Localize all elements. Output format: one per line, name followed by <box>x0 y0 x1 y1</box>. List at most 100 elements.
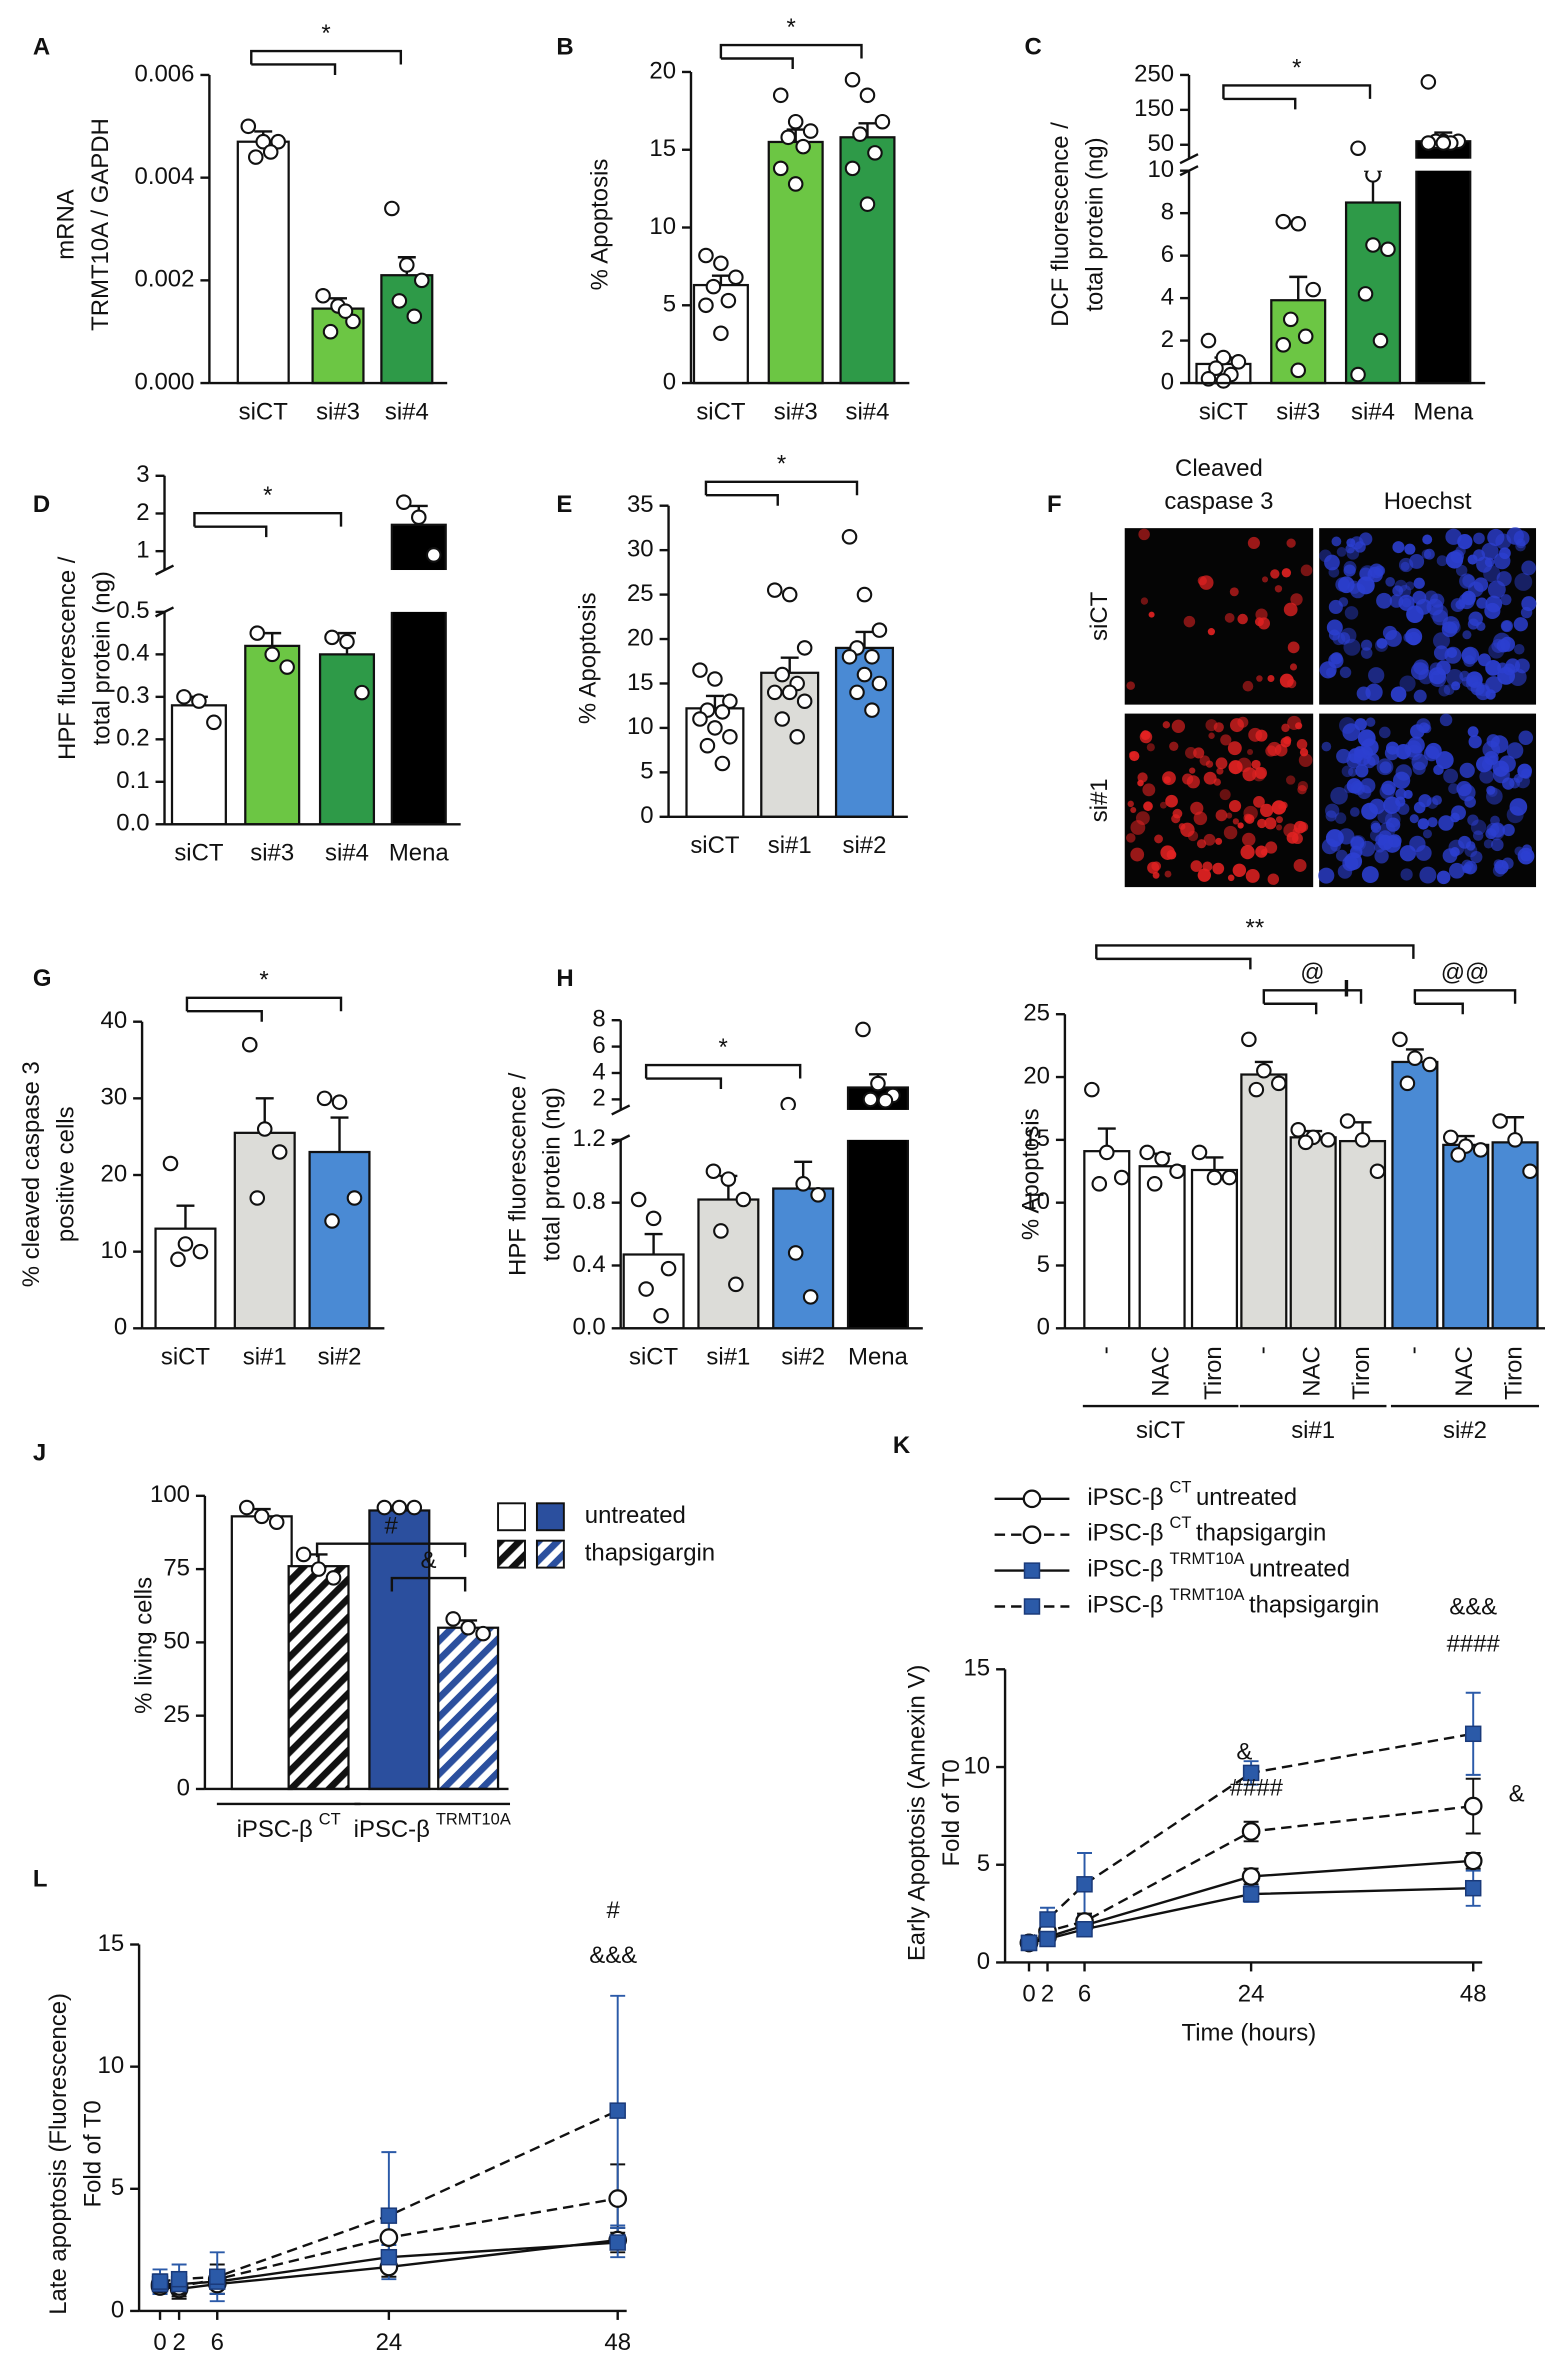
data-point <box>279 659 295 675</box>
data-point <box>1420 135 1437 151</box>
cell-stain <box>1285 775 1296 785</box>
legend-label: thapsigargin <box>585 1539 715 1566</box>
cell-stain <box>1227 874 1235 882</box>
x-tick-label: 2 <box>172 2329 185 2353</box>
significance-label: ** <box>1246 914 1265 941</box>
bar <box>287 1565 350 1791</box>
legend-label-extra: thapsigargin <box>1196 1520 1326 1547</box>
cell-stain <box>1476 556 1493 573</box>
cell-stain <box>1321 838 1338 855</box>
y-tick-label: 0.000 <box>135 368 195 395</box>
cell-stain <box>1470 681 1485 696</box>
y-axis-label: total protein (ng) <box>539 1087 566 1261</box>
data-point <box>270 133 286 150</box>
x-tick-label: siCT <box>629 1344 679 1371</box>
panel-letter: L <box>33 1866 48 1893</box>
y-tick-label: 15 <box>627 669 654 696</box>
significance-label: & <box>1509 1780 1525 1807</box>
y-tick-label: 0 <box>177 1774 190 1801</box>
cell-stain <box>1341 765 1354 778</box>
cell-stain <box>1370 822 1382 833</box>
y-tick-label: 25 <box>1023 1000 1050 1027</box>
cell-stain <box>1428 667 1446 685</box>
cell-stain <box>1360 639 1373 651</box>
y-tick-label: 10 <box>964 1752 991 1779</box>
y-tick-label: 20 <box>1023 1062 1050 1089</box>
cell-stain <box>1349 807 1360 817</box>
cell-stain <box>1237 822 1244 829</box>
x-tick-label: - <box>1400 1346 1427 1354</box>
data-point <box>1472 1142 1489 1158</box>
cell-stain <box>1355 764 1369 778</box>
legend-swatch <box>497 1502 526 1532</box>
legend-label: iPSC-β CT thapsigargin <box>1087 1515 1326 1547</box>
cell-stain <box>1365 683 1383 701</box>
data-point <box>239 1499 255 1516</box>
row-label: siCT <box>1086 591 1113 641</box>
y-tick-label: 100 <box>150 1481 190 1508</box>
cell-stain <box>1383 796 1401 814</box>
significance-bracket <box>251 63 337 75</box>
data-point <box>1275 337 1292 353</box>
cell-stain <box>1443 768 1459 784</box>
data-point <box>1290 1122 1306 1138</box>
panel-letter: H <box>556 965 573 992</box>
cell-stain <box>1296 739 1308 750</box>
cell-stain <box>1146 743 1155 752</box>
cell-stain <box>1228 760 1243 775</box>
cell-stain <box>1462 574 1476 588</box>
cell-stain <box>1446 669 1464 687</box>
data-point <box>1305 281 1321 298</box>
data-point <box>406 1499 423 1516</box>
cell-stain <box>1237 716 1249 728</box>
data-point <box>802 123 819 139</box>
x-tick-label: 0 <box>153 2329 166 2353</box>
cell-stain <box>1449 862 1465 879</box>
cell-stain <box>1481 542 1499 560</box>
y-tick-label: 50 <box>1147 130 1174 157</box>
cell-stain <box>1406 744 1423 761</box>
y-tick-label: 6 <box>592 1032 605 1059</box>
cell-stain <box>1486 822 1500 836</box>
cell-stain <box>1448 783 1459 794</box>
y-tick-label: 0.3 <box>116 682 149 709</box>
data-point <box>796 640 813 656</box>
y-axis-label: % Apoptosis <box>587 159 614 291</box>
data-point <box>177 1236 194 1252</box>
data-point <box>874 113 891 130</box>
data-point <box>735 1191 752 1208</box>
cell-stain <box>1520 606 1533 619</box>
cell-stain <box>1253 795 1265 808</box>
y-tick-label: 15 <box>98 1930 125 1957</box>
cell-stain <box>1347 767 1358 777</box>
cell-stain <box>1197 868 1212 882</box>
x-tick-label: siCT <box>161 1344 211 1371</box>
cell-stain <box>1398 584 1412 598</box>
y-tick-label: 0.5 <box>116 597 149 624</box>
y-tick-label: 0.004 <box>135 163 195 190</box>
data-point <box>787 1245 804 1261</box>
bar <box>1442 1143 1490 1330</box>
cell-stain <box>1418 722 1430 734</box>
cell-stain <box>1270 569 1280 579</box>
data-point <box>445 1611 461 1627</box>
data-point <box>192 1243 209 1260</box>
data-point <box>795 1176 811 1192</box>
data-point <box>720 292 737 309</box>
data-point <box>781 586 798 603</box>
data-point <box>1230 354 1247 370</box>
cell-stain <box>1354 718 1367 731</box>
data-point <box>1241 1867 1261 1886</box>
legend-swatch <box>535 1539 565 1569</box>
cell-stain <box>1493 859 1504 869</box>
significance-bracket <box>390 1576 467 1592</box>
data-point <box>630 1191 647 1208</box>
x-tick-label: 48 <box>1460 1981 1487 2008</box>
data-point <box>170 2270 188 2288</box>
y-axis-label: Early Apoptosis (Annexin V) <box>904 1665 931 1962</box>
cell-stain <box>1484 602 1501 619</box>
cell-stain <box>1335 577 1350 592</box>
cell-stain <box>1196 839 1207 849</box>
x-tick-label: - <box>1249 1346 1276 1354</box>
cell-stain <box>1374 849 1389 864</box>
